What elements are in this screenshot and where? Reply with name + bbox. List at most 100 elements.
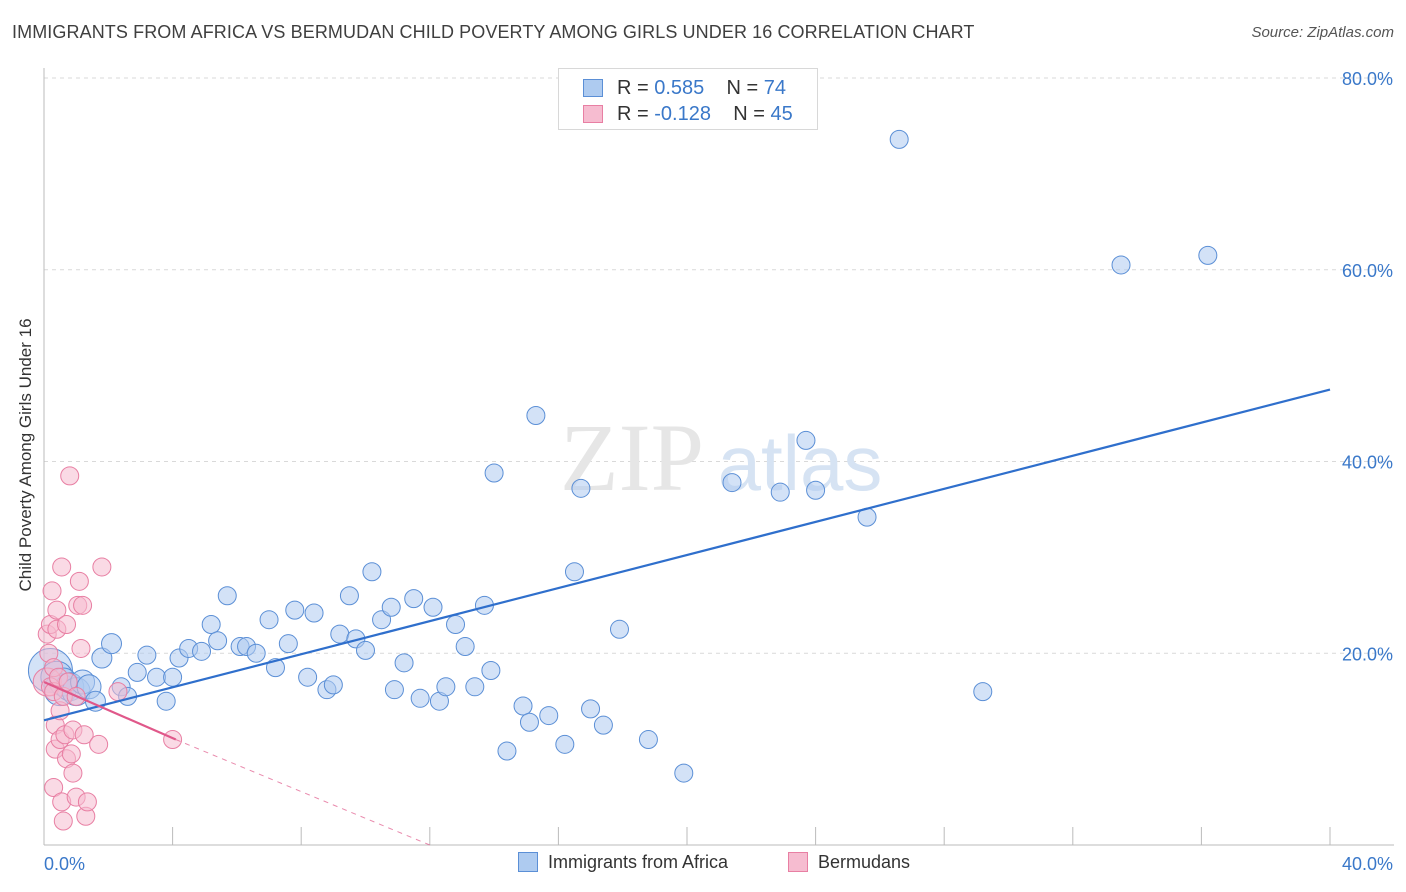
watermark-atlas: atlas [718,419,883,507]
data-point-africa [770,482,790,502]
legend: R = 0.585 N = 74 R = -0.128 N = 45 [558,68,818,130]
data-point-africa [208,631,228,651]
data-point-bermudans [71,638,91,658]
legend-r-value: -0.128 [654,103,711,125]
data-point-bermudans [53,811,73,831]
x-tick-label: 40.0% [1342,854,1393,874]
trendline-bermudans-extension [175,739,430,846]
data-point-africa [265,658,285,678]
data-point-africa [330,624,350,644]
trendlines [43,388,1331,846]
y-tick-label: 80.0% [1342,69,1393,89]
data-point-africa [217,586,237,606]
bottom-legend-africa: Immigrants from Africa [518,852,728,873]
data-point-africa [127,662,147,682]
legend-n-label: N = [733,103,765,125]
data-point-africa [192,641,212,661]
series-bermudans [32,466,183,831]
data-point-africa [796,430,816,450]
grid [44,77,1394,654]
data-point-africa [201,614,221,634]
data-point-africa [156,691,176,711]
legend-r-label: R = [617,103,649,125]
data-point-africa [674,763,694,783]
data-point-africa [394,653,414,673]
trendline-africa [43,388,1331,722]
data-point-africa [298,667,318,687]
data-point-africa [593,715,613,735]
trendline-bermudans [43,681,177,741]
data-point-africa [423,597,443,617]
bottom-legend-label-bermudans: Bermudans [818,852,911,872]
data-point-africa [1111,255,1131,275]
data-point-bermudans [44,777,64,797]
data-point-africa [259,610,279,630]
legend-n-label: N = [726,77,759,99]
data-point-bermudans [74,725,94,745]
source-label: Source: ZipAtlas.com [1251,24,1394,41]
legend-n-value: 74 [763,77,787,99]
data-point-africa [278,634,298,654]
data-point-africa [455,637,475,657]
data-point-africa [513,696,533,716]
data-point-africa [806,480,826,500]
chart-title: IMMIGRANTS FROM AFRICA VS BERMUDAN CHILD… [12,22,975,42]
data-point-bermudans [108,682,128,702]
data-point-bermudans [57,614,77,634]
legend-n-value: 45 [770,103,793,125]
data-point-bermudans [61,744,81,764]
data-point-africa [356,640,375,660]
data-point-africa [339,586,359,606]
data-point-africa [323,675,343,695]
data-point-africa [436,677,456,697]
data-point-africa [722,473,742,493]
data-point-bermudans [77,792,97,812]
data-point-africa [481,661,501,681]
data-point-bermudans [52,557,72,577]
data-point-africa [1198,245,1218,265]
legend-swatch-blue [583,79,603,97]
data-point-bermudans [73,595,93,615]
data-point-africa [555,734,575,754]
data-point-africa [526,405,546,425]
data-point-bermudans [47,600,67,620]
data-point-bermudans [92,557,112,577]
bottom-legend-swatch-blue [518,852,538,872]
data-point-africa [539,706,559,726]
data-point-africa [497,741,517,761]
y-tick-label: 60.0% [1342,261,1393,281]
data-point-africa [484,463,504,483]
data-point-africa [137,645,157,665]
data-point-africa [889,129,909,149]
data-point-africa [638,730,658,750]
data-point-bermudans [60,466,80,486]
data-point-africa [362,562,382,582]
data-point-africa [304,603,324,623]
data-point-africa [581,699,601,719]
x-tick-label: 0.0% [44,854,85,874]
tick-labels: 20.0% 40.0% 60.0% 80.0% 0.0% 40.0% [44,69,1393,874]
data-point-africa [519,712,539,732]
axes [43,68,1394,846]
data-point-africa [285,600,305,620]
data-point-africa [564,562,584,582]
bottom-legend-bermudans: Bermudans [788,852,910,873]
data-point-africa [246,643,266,663]
data-point-africa [101,633,123,655]
legend-r-label: R = [617,77,649,99]
data-point-africa [446,614,466,634]
data-point-bermudans [163,730,183,750]
data-point-africa [147,667,167,687]
y-tick-label: 40.0% [1342,453,1393,473]
data-point-africa [384,680,404,700]
data-point-africa [609,619,629,639]
data-point-africa [381,597,401,617]
data-point-africa [410,688,430,708]
y-tick-label: 20.0% [1342,644,1393,664]
watermark: ZIP atlas [560,404,882,511]
legend-r-value: 0.585 [654,77,705,99]
bottom-legend-label-africa: Immigrants from Africa [548,852,729,872]
legend-swatch-pink [583,105,603,123]
data-point-bermudans [69,571,89,591]
